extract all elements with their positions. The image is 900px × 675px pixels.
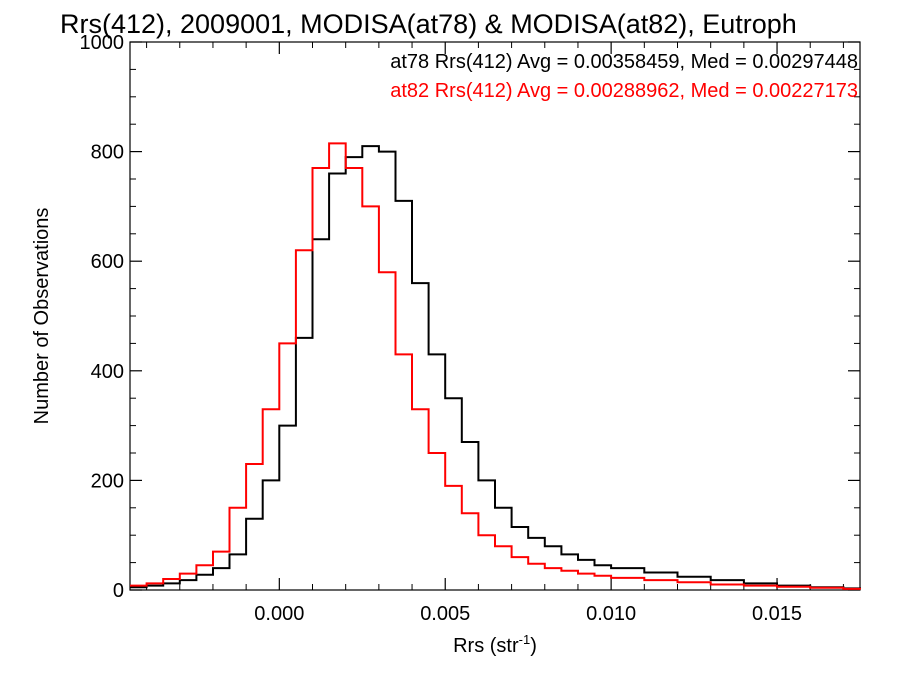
y-tick-label: 200	[91, 470, 124, 492]
y-tick-label: 600	[91, 251, 124, 273]
series-group	[130, 142, 861, 590]
series-line-at78	[130, 145, 861, 590]
legend-at82-stats: at82 Rrs(412) Avg = 0.00288962, Med = 0.…	[390, 80, 858, 102]
y-tick-label: 0	[113, 580, 124, 602]
x-tick-label: 0.010	[586, 603, 636, 625]
series-line-at82	[130, 142, 861, 590]
y-axis-label: Number of Observations	[31, 208, 53, 425]
x-axis: 0.000 0.005 0.010 0.015	[146, 42, 844, 625]
x-tick-label: 0.005	[420, 603, 470, 625]
x-tick-label: 0.000	[254, 603, 304, 625]
y-tick-label: 400	[91, 361, 124, 383]
x-axis-label-sup: -1	[519, 632, 531, 647]
legend-at78-stats: at78 Rrs(412) Avg = 0.00358459, Med = 0.…	[390, 51, 858, 73]
y-tick-label: 1000	[80, 32, 125, 54]
x-axis-label-end: )	[530, 635, 537, 657]
x-tick-label: 0.015	[752, 603, 802, 625]
x-axis-label: Rrs (str-1)	[453, 632, 537, 657]
x-axis-label-main: Rrs (str	[453, 635, 519, 657]
y-tick-label: 800	[91, 142, 124, 164]
chart-title: Rrs(412), 2009001, MODISA(at78) & MODISA…	[60, 9, 797, 39]
y-axis: 0 200 400 600 800 1000	[80, 32, 860, 602]
